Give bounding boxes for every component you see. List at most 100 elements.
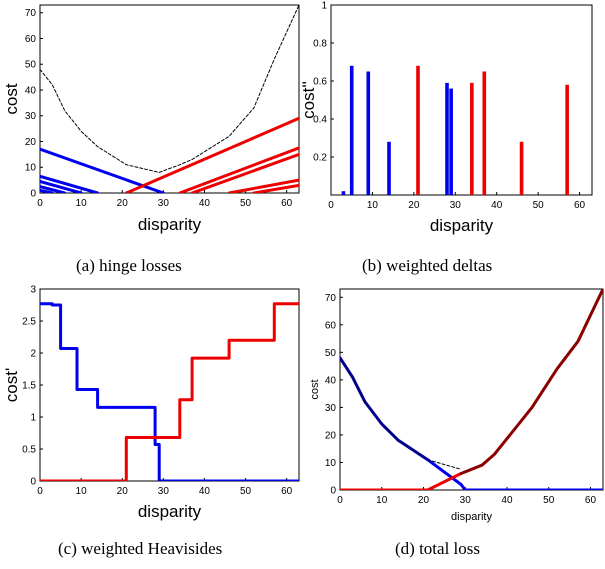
y-tick-label: 60: [325, 320, 337, 331]
y-tick-label: 1.5: [22, 381, 36, 392]
y-tick-label: 20: [325, 430, 337, 441]
series-line: [40, 174, 100, 193]
y-tick-label: 10: [25, 163, 37, 174]
weighted-deltas-chart: 0 10 20 30 40 50 60 0.2 0.4 0.6 0.8 1 disparity cost'…: [299, 1, 593, 235]
y-tick-label: 20: [25, 137, 37, 148]
x-tick-label: 20: [418, 495, 430, 506]
plot-frame: [39, 4, 300, 194]
bar: [445, 82, 449, 195]
bar: [349, 65, 354, 195]
y-tick-label: 50: [325, 348, 337, 359]
y-tick-label: 30: [325, 403, 337, 414]
series-line: [178, 146, 299, 193]
series-line: [426, 458, 603, 490]
y-tick-label: 0: [30, 477, 36, 488]
panel-hinge-losses: 0 10 20 30 40 50 60 0 10 20 30 40 50 60 70 disparity cos…: [0, 0, 300, 285]
x-tick-label: 20: [408, 200, 420, 211]
plot-frame: [39, 288, 300, 482]
hinge-losses-caption: (a) hinge losses: [76, 256, 182, 275]
x-tick-label: 30: [450, 200, 462, 211]
y-tick-label: 0.5: [22, 445, 36, 456]
series-line: [124, 116, 299, 193]
x-tick-label: 40: [491, 200, 503, 211]
total-loss-chart: 0 10 20 30 40 50 60 0 10 20 30 40 50 60 70 disparity cos…: [309, 288, 604, 523]
y-tick-label: 0.8: [313, 39, 327, 50]
series-line: [40, 179, 83, 193]
y-tick-label: 0.2: [313, 153, 327, 164]
x-tick-label: 50: [543, 495, 555, 506]
dashed-series-line: [427, 459, 462, 470]
y-tick-label: 2: [30, 349, 36, 360]
x-tick-label: 40: [199, 486, 211, 497]
bar: [519, 141, 524, 195]
bar: [565, 84, 569, 195]
x-axis-label: disparity: [138, 502, 202, 521]
y-tick-label: 1: [30, 413, 36, 424]
y-tick-label: 70: [25, 8, 37, 19]
total-loss-caption: (d) total loss: [395, 539, 480, 558]
x-tick-label: 10: [76, 486, 88, 497]
y-tick-label: 3: [30, 285, 36, 296]
panel-weighted-deltas: 0 10 20 30 40 50 60 0.2 0.4 0.6 0.8 1 disparity cost'…: [299, 0, 605, 285]
y-axis-label: cost: [309, 379, 321, 399]
x-tick-label: 50: [533, 200, 545, 211]
bar: [449, 88, 453, 195]
plot-frame: [330, 4, 593, 196]
x-tick-label: 20: [117, 486, 129, 497]
x-tick-label: 30: [158, 486, 170, 497]
x-tick-label: 10: [367, 200, 379, 211]
plot-area: [40, 5, 299, 193]
x-tick-label: 0: [37, 486, 43, 497]
weighted-heavisides-chart: 0 10 20 30 40 50 60 0 0.5 1 1.5 2 2.5 3 disparity cost': [2, 285, 300, 521]
y-tick-label: 50: [25, 60, 37, 71]
x-tick-label: 10: [76, 198, 88, 209]
y-tick-label: 0.6: [313, 77, 327, 88]
y-tick-label: 60: [25, 34, 37, 45]
series-line: [340, 472, 463, 490]
series-line: [227, 178, 299, 193]
bar: [387, 141, 391, 195]
y-tick-label: 10: [325, 458, 337, 469]
series-line: [190, 152, 299, 193]
dashed-series-line: [40, 5, 299, 173]
x-axis-label: disparity: [451, 511, 492, 523]
series-line: [40, 302, 299, 481]
y-tick-label: 40: [25, 85, 37, 96]
x-tick-label: 60: [585, 495, 597, 506]
series-line: [40, 302, 299, 481]
series-line: [40, 188, 54, 193]
plot-area: [341, 65, 569, 195]
bar: [470, 82, 474, 195]
x-tick-label: 50: [240, 198, 252, 209]
plot-area: [340, 289, 603, 490]
x-tick-label: 60: [574, 200, 586, 211]
y-axis-label: cost'': [299, 81, 318, 119]
x-tick-label: 40: [199, 198, 211, 209]
x-tick-label: 30: [460, 495, 472, 506]
x-tick-label: 20: [117, 198, 129, 209]
x-tick-label: 0: [328, 200, 334, 211]
x-tick-label: 10: [376, 495, 388, 506]
panel-weighted-heavisides: 0 10 20 30 40 50 60 0 0.5 1 1.5 2 2.5 3 disparity cost'…: [0, 285, 300, 569]
x-axis-label: disparity: [138, 215, 202, 234]
x-tick-label: 0: [337, 495, 343, 506]
y-tick-label: 0.4: [313, 115, 327, 126]
y-tick-label: 2.5: [22, 317, 36, 328]
y-tick-label: 1: [321, 1, 327, 12]
hinge-losses-chart: 0 10 20 30 40 50 60 0 10 20 30 40 50 60 70 disparity cos…: [2, 4, 300, 234]
plot-area: [40, 302, 299, 481]
x-tick-label: 30: [158, 198, 170, 209]
x-tick-label: 60: [281, 486, 293, 497]
y-tick-label: 30: [25, 111, 37, 122]
bar: [416, 65, 420, 195]
series-line: [459, 289, 603, 475]
y-axis-label: cost': [2, 368, 21, 402]
weighted-heavisides-caption: (c) weighted Heavisides: [58, 539, 223, 558]
bar: [482, 71, 487, 195]
y-tick-label: 40: [325, 375, 337, 386]
series-line: [40, 185, 67, 193]
y-tick-label: 0: [30, 189, 36, 200]
plot-frame: [339, 288, 604, 491]
weighted-deltas-caption: (b) weighted deltas: [362, 256, 493, 275]
series-line: [252, 183, 299, 193]
